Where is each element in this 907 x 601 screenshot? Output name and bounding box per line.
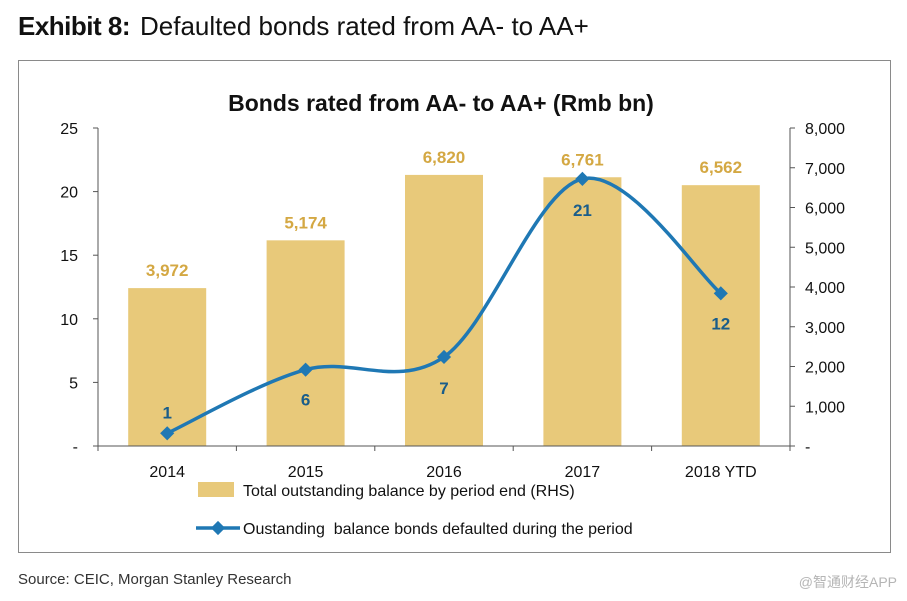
watermark: @智通财经APP <box>798 574 897 590</box>
bar-data-label: 5,174 <box>284 213 327 232</box>
left-axis-tick-label: 15 <box>60 248 78 265</box>
left-axis-tick-label: 5 <box>69 375 78 392</box>
line-data-label: 6 <box>301 391 310 410</box>
right-axis-tick-label: 4,000 <box>805 280 845 297</box>
line-data-label: 21 <box>573 201 592 220</box>
right-axis-tick-label: 1,000 <box>805 399 845 416</box>
source-note: Source: CEIC, Morgan Stanley Research <box>18 571 292 588</box>
right-axis-tick-label: 8,000 <box>805 121 845 138</box>
bar <box>266 240 345 446</box>
bar-data-label: 6,820 <box>423 148 466 167</box>
exhibit-title: Defaulted bonds rated from AA- to AA+ <box>140 11 589 41</box>
line-point-marker <box>713 286 728 301</box>
bar <box>128 288 207 446</box>
right-axis-tick-label: 7,000 <box>805 161 845 178</box>
line-data-label: 12 <box>711 314 730 333</box>
exhibit-heading: Exhibit 8: Defaulted bonds rated from AA-… <box>18 10 589 42</box>
legend-line-marker <box>210 520 226 536</box>
right-axis-tick-label: - <box>805 439 810 456</box>
x-axis-tick-label: 2014 <box>149 464 185 481</box>
x-axis-tick-label: 2015 <box>288 464 324 481</box>
legend-bar-label: Total outstanding balance by period end … <box>243 483 575 500</box>
chart-frame <box>18 60 891 553</box>
legend-bar-swatch <box>198 482 234 497</box>
right-axis-tick-label: 2,000 <box>805 360 845 377</box>
left-axis-tick-label: 25 <box>60 121 78 138</box>
bar-data-label: 6,562 <box>700 158 743 177</box>
default-series-line <box>166 176 722 435</box>
line-data-label: 7 <box>439 379 448 398</box>
bar-data-label: 6,761 <box>561 150 604 169</box>
chart-title: Bonds rated from AA- to AA+ (Rmb bn) <box>228 90 654 116</box>
line-point-marker <box>575 171 590 186</box>
bar-data-label: 3,972 <box>146 261 189 280</box>
right-axis-tick-label: 3,000 <box>805 320 845 337</box>
right-axis-tick-label: 6,000 <box>805 201 845 218</box>
exhibit-label: Exhibit 8: <box>18 11 131 41</box>
x-axis-tick-label: 2017 <box>565 464 601 481</box>
line-point-marker <box>160 426 175 441</box>
left-axis-tick-label: 10 <box>60 312 78 329</box>
x-axis-tick-label: 2018 YTD <box>685 464 757 481</box>
legend-line-label: Oustanding balance bonds defaulted durin… <box>243 521 633 538</box>
line-point-marker <box>298 362 313 377</box>
line-point-marker <box>436 349 452 365</box>
right-axis-tick-label: 5,000 <box>805 240 845 257</box>
bar <box>543 177 622 446</box>
left-axis-tick-label: - <box>73 439 78 456</box>
bar <box>681 185 760 446</box>
line-data-label: 1 <box>162 403 171 422</box>
bar <box>405 174 483 446</box>
x-axis-tick-label: 2016 <box>426 464 462 481</box>
left-axis-tick-label: 20 <box>60 185 78 202</box>
